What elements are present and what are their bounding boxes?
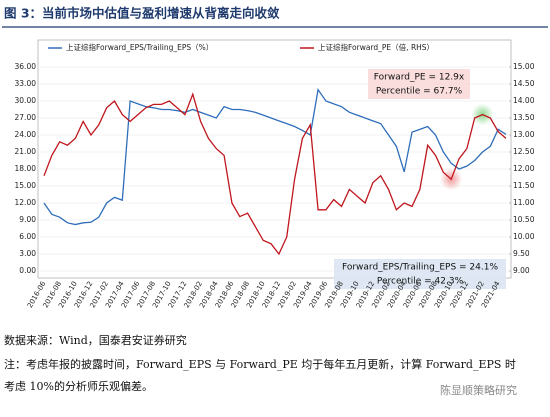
- y-tick-label: 24.00: [15, 130, 37, 139]
- y-tick-label: 33.00: [15, 79, 37, 88]
- y-tick-label: 9.00: [19, 215, 36, 224]
- annotation: Percentile = 67.7%: [376, 87, 463, 97]
- note: 注：考虑年报的披露时间，Forward_EPS 与 Forward_PE 均于每…: [4, 357, 516, 371]
- series-line: [43, 92, 507, 256]
- y-tick-label: 15.00: [15, 181, 37, 190]
- y-tick-label: 27.00: [15, 113, 37, 122]
- plot-frame: [37, 39, 512, 279]
- y2-tick-label: 13.50: [513, 113, 535, 122]
- y-tick-label: 36.00: [15, 62, 37, 71]
- y-tick-label: 12.00: [15, 198, 37, 207]
- y-tick-label: 30.00: [15, 96, 37, 105]
- y2-tick-label: 12.00: [513, 164, 535, 173]
- y-tick-label: 0.00: [19, 266, 36, 275]
- y2-tick-label: 11.50: [513, 181, 535, 190]
- annotation-box: [334, 259, 506, 289]
- y2-tick-label: 10.00: [513, 232, 535, 241]
- y2-tick-label: 14.00: [513, 96, 535, 105]
- source: 数据来源：Wind，国泰君安证券研究: [4, 333, 187, 347]
- note: 考虑 10%的分析师乐观偏差。: [4, 379, 153, 393]
- y2-tick-label: 10.50: [513, 215, 535, 224]
- annotation-box: [368, 69, 470, 99]
- annotation: Percentile = 42.3%: [377, 277, 464, 287]
- series-line: [43, 87, 507, 226]
- y2-tick-label: 12.50: [513, 147, 535, 156]
- y2-tick-label: 11.00: [513, 198, 535, 207]
- y-tick-label: 3.00: [19, 249, 36, 258]
- chart-title: 图 3：当前市场中估值与盈利增速从背离走向收敛: [4, 6, 280, 21]
- y2-tick-label: 14.50: [513, 79, 535, 88]
- y2-tick-label: 13.00: [513, 130, 535, 139]
- y-tick-label: 21.00: [15, 147, 37, 156]
- y2-tick-label: 15.00: [513, 62, 535, 71]
- y-tick-label: 18.00: [15, 164, 37, 173]
- annotation: Forward_PE = 12.9x: [374, 73, 465, 83]
- watermark: 陈显顺策略研究: [440, 383, 517, 397]
- annotation: Forward_EPS/Trailing_EPS = 24.1%: [342, 263, 498, 273]
- y2-tick-label: 9.50: [513, 249, 530, 258]
- y-tick-label: 6.00: [19, 232, 36, 241]
- y2-tick-label: 9.00: [513, 266, 530, 275]
- legend-label: 上证综指Forward_PE（倍, RHS）: [318, 42, 434, 52]
- series: [43, 87, 507, 256]
- legend-label: 上证综指Forward_EPS/Trailing_EPS（%）: [66, 42, 213, 52]
